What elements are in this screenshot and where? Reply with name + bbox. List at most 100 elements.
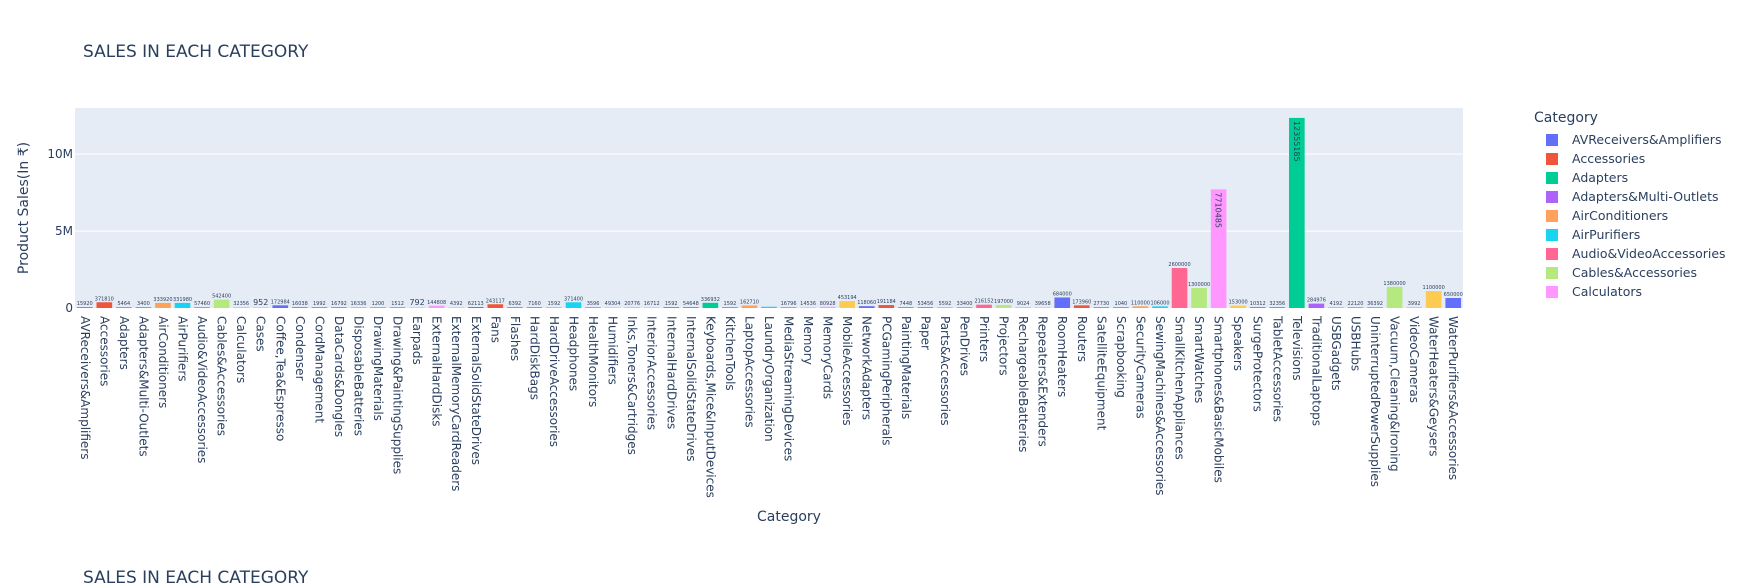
y-axis-ticks: 0 5M 10M bbox=[47, 147, 73, 315]
bar[interactable] bbox=[565, 302, 582, 308]
bar[interactable] bbox=[448, 307, 465, 308]
bar[interactable] bbox=[1425, 291, 1442, 308]
bar[interactable] bbox=[1073, 305, 1090, 308]
legend-item[interactable]: Accessories bbox=[1534, 149, 1734, 168]
bar[interactable] bbox=[526, 307, 543, 308]
bar[interactable] bbox=[1171, 268, 1188, 308]
bar[interactable] bbox=[1269, 307, 1286, 308]
bar[interactable] bbox=[1289, 117, 1305, 308]
legend-item[interactable]: Cables&Accessories bbox=[1534, 263, 1734, 282]
bar[interactable] bbox=[643, 307, 660, 308]
bar[interactable] bbox=[898, 307, 914, 308]
bar[interactable] bbox=[174, 302, 191, 308]
x-tick-label: SatelliteEquipment bbox=[1094, 316, 1108, 431]
bar[interactable] bbox=[507, 307, 523, 308]
bar[interactable] bbox=[76, 307, 93, 308]
bar[interactable] bbox=[1093, 307, 1110, 308]
bar[interactable] bbox=[1308, 303, 1325, 308]
bar[interactable] bbox=[311, 307, 328, 308]
bar[interactable] bbox=[96, 302, 113, 308]
bar[interactable] bbox=[1445, 298, 1462, 308]
bar[interactable] bbox=[1386, 286, 1403, 308]
bar[interactable] bbox=[682, 307, 699, 308]
x-tick-label: RoomHeaters bbox=[1055, 316, 1069, 397]
legend-item[interactable]: Adapters&Multi-Outlets bbox=[1534, 187, 1734, 206]
bar[interactable] bbox=[1054, 297, 1071, 308]
legend-item[interactable]: Adapters bbox=[1534, 168, 1734, 187]
bar[interactable] bbox=[1347, 307, 1364, 308]
bar[interactable] bbox=[252, 307, 269, 308]
bar[interactable] bbox=[917, 307, 934, 308]
x-tick-label: ExternalSolidStateDrives bbox=[469, 316, 483, 465]
bar[interactable] bbox=[937, 307, 953, 308]
bar-value-label: 4192 bbox=[1330, 301, 1343, 307]
bar[interactable] bbox=[331, 307, 347, 308]
bar[interactable] bbox=[858, 306, 875, 308]
legend-item[interactable]: AirConditioners bbox=[1534, 206, 1734, 225]
bar[interactable] bbox=[956, 307, 973, 308]
bar-value-label: 80928 bbox=[820, 301, 836, 307]
bar[interactable] bbox=[1406, 307, 1422, 308]
bar[interactable] bbox=[135, 307, 152, 308]
bar[interactable] bbox=[741, 305, 758, 308]
bar[interactable] bbox=[272, 305, 289, 308]
bar[interactable] bbox=[1328, 307, 1344, 308]
bar[interactable] bbox=[722, 307, 738, 308]
bar-value-label: 284976 bbox=[1307, 298, 1326, 304]
bar[interactable] bbox=[878, 305, 895, 308]
bar[interactable] bbox=[409, 307, 425, 308]
bar[interactable] bbox=[995, 304, 1012, 308]
bar[interactable] bbox=[761, 306, 777, 308]
bar[interactable] bbox=[585, 307, 601, 308]
bar-value-label: 1380000 bbox=[1383, 281, 1405, 287]
bar[interactable] bbox=[1113, 307, 1129, 308]
bar[interactable] bbox=[702, 302, 719, 308]
bar[interactable] bbox=[213, 299, 230, 308]
bar-value-label: 333920 bbox=[153, 297, 172, 303]
x-tick-label: PenDrives bbox=[957, 316, 971, 376]
bar[interactable] bbox=[1230, 305, 1247, 308]
legend-item[interactable]: Calculators bbox=[1534, 282, 1734, 301]
legend-item[interactable]: AVReceivers&Amplifiers bbox=[1534, 130, 1734, 149]
bar[interactable] bbox=[487, 304, 504, 308]
bar-value-label: 2600000 bbox=[1168, 262, 1190, 268]
bar[interactable] bbox=[389, 307, 406, 308]
bar[interactable] bbox=[194, 307, 210, 308]
bar[interactable] bbox=[291, 307, 308, 308]
bar[interactable] bbox=[780, 307, 797, 308]
bar[interactable] bbox=[663, 307, 680, 308]
legend-item-label: Adapters&Multi-Outlets bbox=[1572, 189, 1719, 204]
bar-value-label: 191184 bbox=[877, 299, 896, 305]
bar[interactable] bbox=[1132, 306, 1149, 308]
bar[interactable] bbox=[1210, 189, 1227, 308]
bar[interactable] bbox=[1152, 306, 1168, 308]
bar[interactable] bbox=[819, 306, 836, 308]
legend-item-label: AVReceivers&Amplifiers bbox=[1572, 132, 1722, 147]
bar[interactable] bbox=[350, 307, 367, 308]
bar-value-label: 22120 bbox=[1348, 301, 1364, 307]
bar[interactable] bbox=[428, 305, 445, 308]
x-tick-label: Printers bbox=[977, 316, 991, 362]
bar[interactable] bbox=[800, 307, 816, 308]
bar[interactable] bbox=[1249, 307, 1266, 308]
x-tick-label: Projectors bbox=[997, 316, 1011, 376]
bar[interactable] bbox=[624, 307, 640, 308]
x-tick-label: SecurityCameras bbox=[1133, 316, 1147, 419]
bar[interactable] bbox=[1367, 307, 1383, 308]
bar[interactable] bbox=[370, 307, 386, 308]
x-axis-label: Category bbox=[757, 509, 821, 525]
bar[interactable] bbox=[1034, 307, 1051, 308]
bar[interactable] bbox=[1015, 307, 1031, 308]
bar[interactable] bbox=[839, 301, 856, 308]
bar[interactable] bbox=[1191, 288, 1207, 308]
bar[interactable] bbox=[467, 307, 484, 308]
legend-item[interactable]: Audio&VideoAccessories bbox=[1534, 244, 1734, 263]
bar[interactable] bbox=[116, 307, 132, 308]
bar[interactable] bbox=[155, 302, 171, 308]
y-axis-label: Product Sales(In ₹) bbox=[16, 142, 32, 274]
bar[interactable] bbox=[976, 304, 992, 308]
bar[interactable] bbox=[546, 307, 562, 308]
bar[interactable] bbox=[604, 307, 621, 308]
bar[interactable] bbox=[233, 307, 249, 308]
legend-item[interactable]: AirPurifiers bbox=[1534, 225, 1734, 244]
